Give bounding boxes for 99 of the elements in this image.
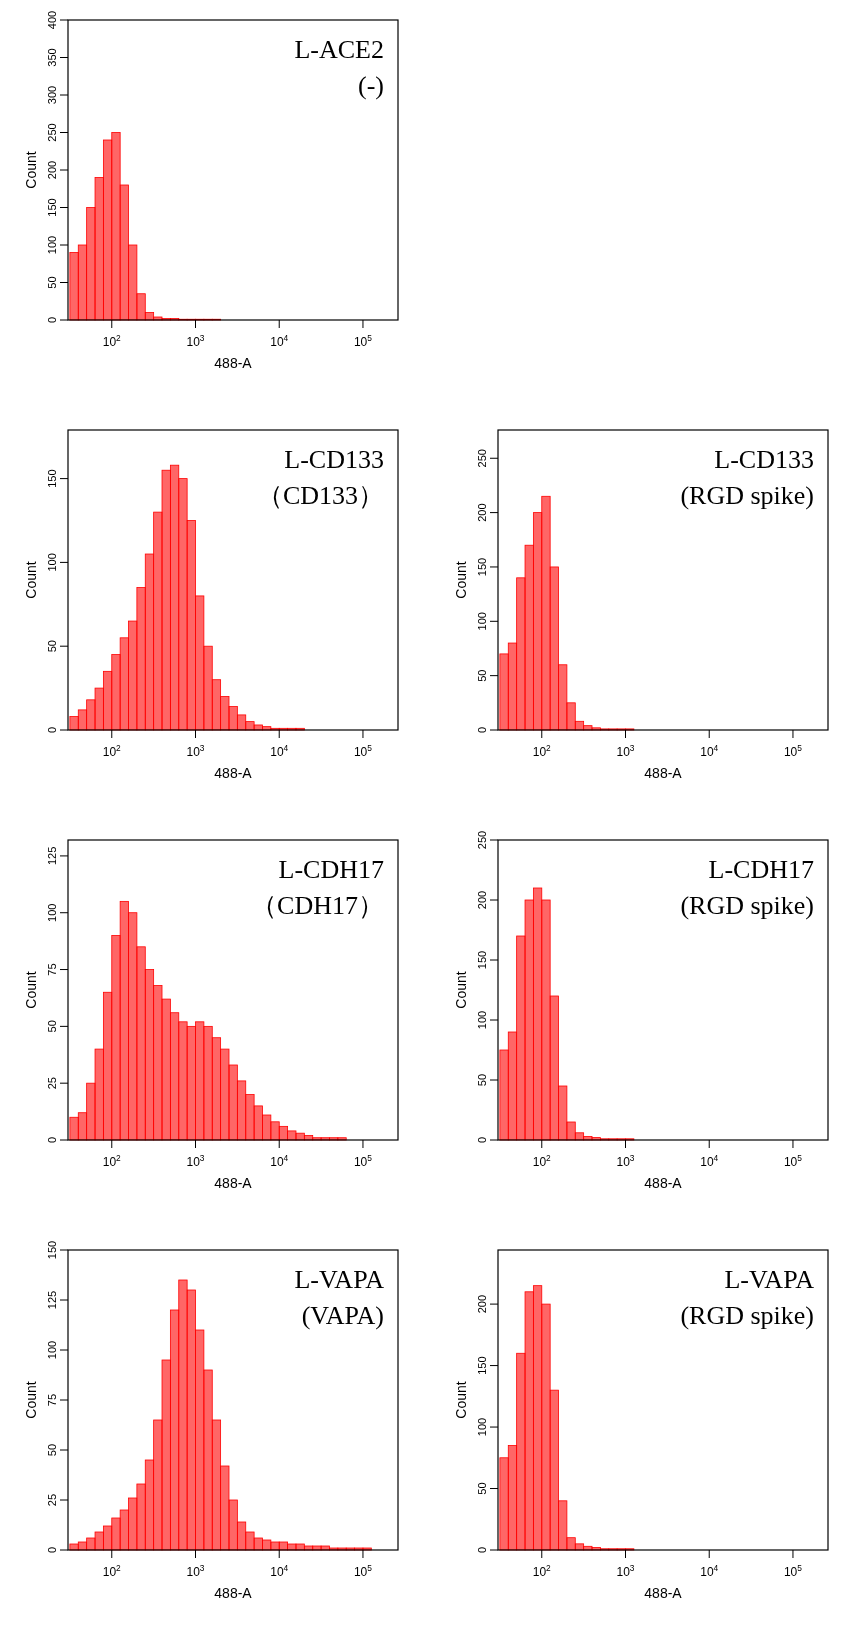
y-tick-label: 200 [476, 503, 488, 522]
x-tick-label: 10$^{2}$ [102, 1153, 122, 1169]
x-tick-label: 10$^{3}$ [186, 1563, 205, 1579]
x-tick-label: 10$^{5}$ [783, 1153, 803, 1169]
text: L-ACE2 [294, 35, 384, 64]
x-tick-label: 10$^{3}$ [616, 1153, 635, 1169]
y-tick-label: 0 [476, 1546, 488, 1554]
y-tick-label: 150 [476, 1356, 488, 1375]
y-tick-label: 50 [46, 276, 58, 289]
y-axis-title: Count [453, 1381, 469, 1419]
y-tick-label: 150 [46, 469, 58, 488]
y-axis-title: Count [23, 561, 39, 599]
x-tick-label: 10$^{3}$ [186, 1153, 205, 1169]
y-tick-label: 250 [46, 123, 58, 142]
y-tick-label: 100 [476, 1010, 488, 1030]
y-axis-title: Count [23, 151, 39, 189]
y-tick-label: 50 [476, 1482, 488, 1495]
x-tick-label: 10$^{5}$ [783, 743, 803, 759]
x-tick-label: 10$^{4}$ [270, 1563, 289, 1579]
x-axis-title: 488-A [644, 1585, 683, 1601]
text: (RGD spike) [680, 891, 814, 920]
x-axis-title: 488-A [214, 765, 253, 781]
y-axis-title: Count [453, 971, 469, 1009]
y-tick-label: 350 [46, 48, 58, 67]
y-tick-label: 100 [476, 1417, 488, 1437]
x-tick-label: 10$^{4}$ [270, 743, 289, 759]
x-axis-title: 488-A [644, 765, 683, 781]
y-tick-label: 50 [476, 1073, 488, 1087]
y-tick-label: 100 [46, 903, 58, 922]
y-tick-label: 200 [476, 890, 488, 910]
y-tick-label: 0 [46, 1546, 58, 1554]
y-tick-label: 75 [46, 963, 58, 976]
y-tick-label: 200 [476, 1294, 488, 1314]
x-axis-title: 488-A [644, 1175, 683, 1191]
y-tick-label: 0 [46, 316, 58, 324]
x-tick-label: 10$^{5}$ [353, 1563, 373, 1579]
y-tick-label: 0 [476, 726, 488, 734]
y-tick-label: 150 [476, 950, 488, 970]
x-tick-label: 10$^{3}$ [616, 743, 635, 759]
y-tick-label: 0 [46, 1136, 58, 1144]
text: (-) [358, 71, 384, 100]
x-tick-label: 10$^{4}$ [270, 1153, 289, 1169]
y-tick-label: 200 [46, 160, 58, 180]
y-tick-label: 250 [476, 830, 488, 850]
text: L-CD133 [284, 445, 384, 474]
text: L-VAPA [724, 1265, 815, 1294]
x-tick-label: 10$^{5}$ [783, 1563, 803, 1579]
y-axis-title: Count [23, 971, 39, 1009]
x-tick-label: 10$^{2}$ [532, 743, 552, 759]
text: (RGD spike) [680, 1301, 814, 1330]
y-tick-label: 125 [46, 846, 58, 866]
text: L-CDH17 [708, 855, 814, 884]
x-tick-label: 10$^{4}$ [700, 743, 719, 759]
y-tick-label: 150 [476, 557, 488, 577]
y-tick-label: 100 [46, 1340, 58, 1360]
y-tick-label: 0 [476, 1136, 488, 1144]
text: (RGD spike) [680, 481, 814, 510]
x-tick-label: 10$^{4}$ [700, 1563, 719, 1579]
y-tick-label: 75 [46, 1393, 58, 1407]
y-tick-label: 50 [46, 1020, 58, 1033]
y-tick-label: 25 [46, 1077, 58, 1090]
y-tick-label: 125 [46, 1290, 58, 1310]
x-axis-title: 488-A [214, 1585, 253, 1601]
text: L-VAPA [294, 1265, 385, 1294]
y-tick-label: 50 [46, 1443, 58, 1457]
y-tick-label: 400 [46, 10, 58, 30]
y-tick-label: 300 [46, 85, 58, 105]
x-tick-label: 10$^{2}$ [102, 1563, 122, 1579]
x-axis-title: 488-A [214, 1175, 253, 1191]
x-axis-title: 488-A [214, 355, 253, 371]
y-tick-label: 50 [476, 669, 488, 682]
y-tick-label: 150 [46, 198, 58, 217]
y-tick-label: 100 [46, 553, 58, 572]
text: （CDH17） [251, 891, 384, 920]
x-tick-label: 10$^{5}$ [353, 333, 373, 349]
x-tick-label: 10$^{5}$ [353, 743, 373, 759]
y-tick-label: 250 [476, 449, 488, 468]
x-tick-label: 10$^{2}$ [532, 1153, 552, 1169]
x-tick-label: 10$^{5}$ [353, 1153, 373, 1169]
text: L-CDH17 [278, 855, 384, 884]
y-tick-label: 100 [476, 612, 488, 631]
x-tick-label: 10$^{4}$ [700, 1153, 719, 1169]
text: (VAPA) [301, 1301, 384, 1330]
y-axis-title: Count [453, 561, 469, 599]
x-tick-label: 10$^{3}$ [186, 333, 205, 349]
text: （CD133） [256, 481, 384, 510]
y-tick-label: 0 [46, 726, 58, 734]
x-tick-label: 10$^{3}$ [616, 1563, 635, 1579]
y-tick-label: 25 [46, 1493, 58, 1507]
y-tick-label: 150 [46, 1240, 58, 1260]
y-axis-title: Count [23, 1381, 39, 1419]
y-tick-label: 50 [46, 640, 58, 653]
x-tick-label: 10$^{2}$ [102, 333, 122, 349]
x-tick-label: 10$^{2}$ [102, 743, 122, 759]
y-tick-label: 100 [46, 235, 58, 255]
x-tick-label: 10$^{2}$ [532, 1563, 552, 1579]
x-tick-label: 10$^{3}$ [186, 743, 205, 759]
text: L-CD133 [714, 445, 814, 474]
x-tick-label: 10$^{4}$ [270, 333, 289, 349]
